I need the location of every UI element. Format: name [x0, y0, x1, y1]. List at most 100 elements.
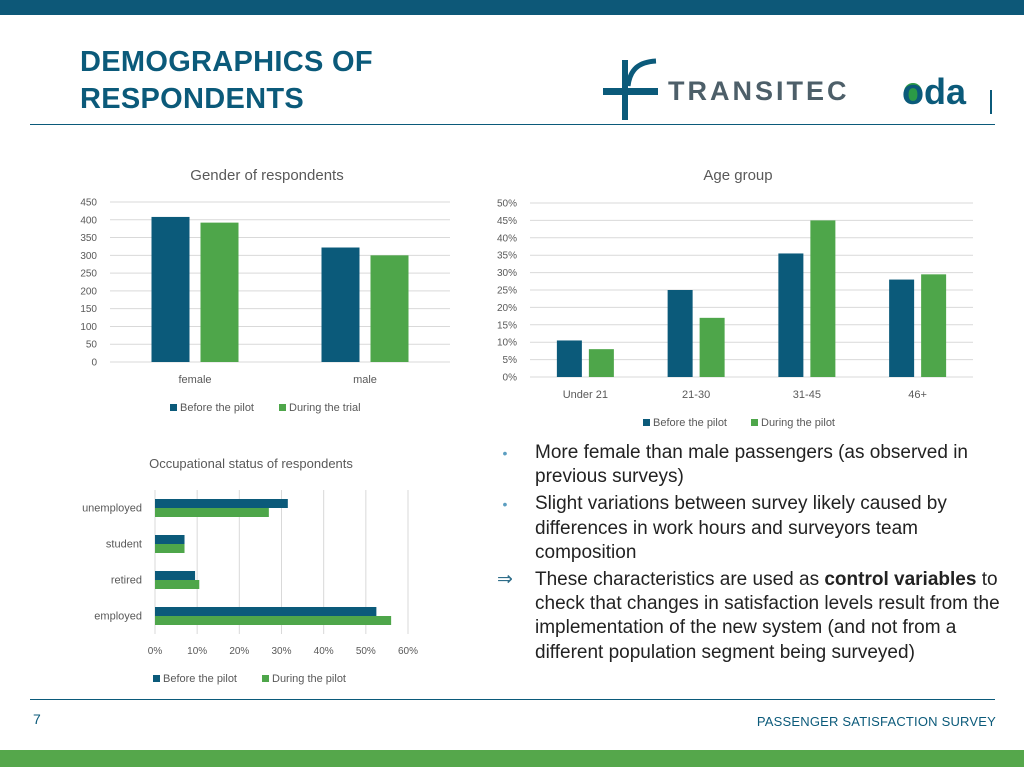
logos: TRANSITEC oda — [603, 58, 992, 120]
bar — [889, 279, 915, 377]
legend-swatch — [153, 675, 160, 682]
legend-label: Before the pilot — [180, 402, 254, 414]
age-y-ticks: 0% 5% 10% 15% 20% 25% 30% 35% 40% 45% 50% — [497, 199, 517, 384]
finding-2: • Slight variations between survey likel… — [490, 492, 1015, 565]
y-tick-label: 40% — [497, 233, 517, 244]
finding-1: • More female than male passengers (as o… — [490, 441, 1015, 489]
page-title: DEMOGRAPHICS OF RESPONDENTS — [80, 44, 540, 118]
finding-2-text: Slight variations between survey likely … — [535, 493, 947, 563]
y-tick-label: 10% — [497, 338, 517, 349]
bar — [155, 571, 196, 580]
occupation-chart: Occupational status of respondents unemp… — [82, 456, 418, 685]
x-tick-label: 30% — [271, 646, 291, 657]
logo-area: TRANSITEC oda — [600, 58, 995, 124]
bottom-band — [0, 750, 1024, 767]
gender-x-labels: female male — [178, 374, 376, 386]
bar — [588, 349, 614, 377]
bar — [699, 317, 725, 377]
legend-label: Before the pilot — [163, 673, 237, 685]
x-tick-label: 50% — [356, 646, 376, 657]
x-category-label: 31-45 — [793, 389, 821, 401]
bar — [155, 607, 377, 616]
footer-rule — [30, 699, 995, 700]
oda-logo: oda — [902, 71, 992, 114]
bar — [810, 220, 836, 377]
y-tick-label: 50 — [86, 340, 98, 351]
y-tick-label: 450 — [80, 198, 97, 209]
y-tick-label: 5% — [503, 355, 518, 366]
legend-label: During the trial — [289, 402, 361, 414]
x-tick-label: 20% — [229, 646, 249, 657]
x-category-label: Under 21 — [563, 389, 608, 401]
finding-1-text: More female than male passengers (as obs… — [535, 442, 969, 488]
finding-3: ⇒ These characteristics are used as cont… — [490, 568, 1015, 665]
legend-swatch — [170, 404, 177, 411]
y-tick-label: 250 — [80, 269, 97, 280]
y-tick-label: 35% — [497, 251, 517, 262]
bar — [321, 247, 360, 362]
x-tick-label: 40% — [314, 646, 334, 657]
implies-arrow-icon: ⇒ — [497, 569, 513, 591]
y-tick-label: 150 — [80, 304, 97, 315]
age-chart: Age group 0% 5% 10% 15% 20% 25% 30% 35% 40% 45% 50… — [497, 167, 973, 429]
age-bars — [556, 220, 947, 377]
age-legend: Before the pilot During the pilot — [643, 417, 835, 429]
page-title-line-1: DEMOGRAPHICS OF — [80, 46, 373, 78]
y-tick-label: 45% — [497, 216, 517, 227]
bullet-dot-icon: • — [502, 445, 508, 461]
finding-3-text-bold: control variables — [824, 569, 977, 591]
bar — [155, 508, 269, 517]
y-category-label: employed — [94, 611, 142, 623]
y-tick-label: 350 — [80, 233, 97, 244]
finding-3-text-pre: These characteristics are used as — [535, 569, 825, 591]
bar — [370, 255, 409, 362]
y-tick-label: 20% — [497, 303, 517, 314]
occupation-category-labels: unemployed student retired employed — [82, 503, 142, 623]
y-category-label: retired — [111, 575, 142, 587]
occupation-x-ticks: 0% 10% 20% 30% 40% 50% 60% — [148, 646, 418, 657]
legend-label: During the pilot — [761, 417, 835, 429]
y-tick-label: 15% — [497, 320, 517, 331]
y-tick-label: 0 — [91, 358, 97, 369]
x-category-label: 46+ — [908, 389, 927, 401]
y-category-label: student — [106, 539, 142, 551]
gender-legend: Before the pilot During the trial — [170, 402, 361, 414]
oda-logo-text: oda — [902, 71, 967, 112]
y-tick-label: 0% — [503, 373, 518, 384]
bar — [155, 535, 185, 544]
occupation-bars — [155, 499, 392, 625]
footer-label: PASSENGER SATISFACTION SURVEY — [756, 714, 996, 729]
x-category-label: female — [178, 374, 211, 386]
page-number: 7 — [33, 711, 41, 727]
bar — [155, 544, 185, 553]
finding-3-text-post: to check that changes in satisfaction le… — [535, 569, 1000, 663]
legend-swatch — [262, 675, 269, 682]
legend-swatch — [751, 419, 758, 426]
transitec-logo: TRANSITEC — [603, 58, 850, 120]
y-tick-label: 100 — [80, 322, 97, 333]
legend-label: Before the pilot — [653, 417, 727, 429]
legend-label: During the pilot — [272, 673, 346, 685]
legend-swatch — [643, 419, 650, 426]
gender-bars — [151, 216, 409, 362]
x-tick-label: 0% — [148, 646, 163, 657]
page-title-line-2: RESPONDENTS — [80, 83, 305, 115]
bar — [155, 499, 288, 508]
x-category-label: male — [353, 374, 377, 386]
bar — [778, 253, 804, 377]
y-tick-label: 400 — [80, 215, 97, 226]
y-tick-label: 25% — [497, 286, 517, 297]
x-tick-label: 60% — [398, 646, 418, 657]
gender-chart-title: Gender of respondents — [190, 167, 343, 184]
y-category-label: unemployed — [82, 503, 142, 515]
y-tick-label: 30% — [497, 268, 517, 279]
top-band — [0, 0, 1024, 15]
bar — [200, 222, 239, 362]
age-x-labels: Under 21 21-30 31-45 46+ — [563, 389, 927, 401]
y-tick-label: 50% — [497, 199, 517, 210]
gender-chart: Gender of respondents 0 50 100 150 200 250 300… — [80, 167, 450, 414]
bar — [155, 580, 200, 589]
transitec-logo-text: TRANSITEC — [668, 76, 850, 106]
findings-list: • More female than male passengers (as o… — [490, 441, 1015, 668]
bar — [556, 340, 582, 377]
